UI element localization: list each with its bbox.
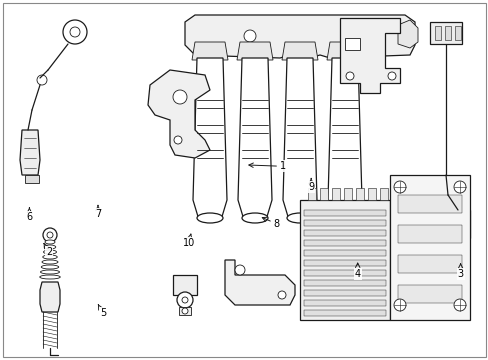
Ellipse shape [40,275,60,279]
Bar [355,188,363,200]
Circle shape [453,181,465,193]
Ellipse shape [42,260,58,264]
Circle shape [387,72,395,80]
Circle shape [393,299,405,311]
Bar [304,250,385,256]
Circle shape [47,232,53,238]
Text: 6: 6 [26,208,32,222]
Bar [397,285,461,303]
Bar [379,188,387,200]
Bar [444,26,450,40]
Text: 8: 8 [262,217,279,229]
Text: 10: 10 [182,234,194,248]
Bar [304,240,385,246]
Circle shape [182,297,187,303]
Circle shape [177,292,193,308]
Ellipse shape [286,213,312,223]
Bar [429,22,461,44]
Polygon shape [40,282,60,312]
Polygon shape [237,42,272,60]
Bar [447,210,469,238]
Bar [304,220,385,226]
Circle shape [63,20,87,44]
Ellipse shape [43,250,57,254]
Circle shape [70,27,80,37]
Bar [319,188,327,200]
Text: 3: 3 [457,264,463,279]
Text: 1: 1 [248,161,285,171]
Circle shape [454,216,462,224]
Bar [304,270,385,276]
Polygon shape [184,15,414,58]
Bar [307,188,315,200]
Bar [25,175,39,183]
Circle shape [174,136,182,144]
Circle shape [37,75,47,85]
Ellipse shape [45,240,55,244]
Bar [454,26,460,40]
Circle shape [182,308,187,314]
Polygon shape [339,18,399,93]
Circle shape [43,228,57,242]
Bar [331,188,339,200]
Ellipse shape [42,255,57,259]
Bar [304,310,385,316]
Bar [304,290,385,296]
Ellipse shape [331,213,357,223]
Bar [304,210,385,216]
Circle shape [235,265,244,275]
Text: 9: 9 [307,179,314,192]
Bar [304,260,385,266]
Bar [304,280,385,286]
Polygon shape [238,58,271,220]
Polygon shape [326,42,362,60]
Circle shape [173,90,186,104]
Bar [389,175,469,320]
Ellipse shape [41,265,59,269]
Ellipse shape [44,245,56,249]
Bar [345,38,359,50]
Polygon shape [20,130,40,175]
Text: 7: 7 [95,206,101,219]
Ellipse shape [41,270,60,274]
Circle shape [346,72,353,80]
Bar [173,275,197,295]
Polygon shape [397,20,417,48]
Bar [397,225,461,243]
Bar [434,26,440,40]
Bar [367,188,375,200]
Polygon shape [193,58,226,220]
Text: 2: 2 [44,243,52,257]
Polygon shape [283,58,316,220]
Text: 5: 5 [98,305,106,318]
Text: 4: 4 [354,263,360,279]
Bar [299,200,389,320]
Ellipse shape [242,213,267,223]
Circle shape [278,291,285,299]
Polygon shape [327,58,361,220]
Circle shape [393,181,405,193]
Ellipse shape [197,213,223,223]
Bar [304,300,385,306]
Polygon shape [282,42,317,60]
Bar [304,230,385,236]
Bar [397,255,461,273]
Polygon shape [148,70,209,158]
Bar [397,195,461,213]
Circle shape [244,30,256,42]
Bar [179,307,191,315]
Polygon shape [192,42,227,60]
Polygon shape [224,260,294,305]
Bar [343,188,351,200]
Circle shape [453,299,465,311]
